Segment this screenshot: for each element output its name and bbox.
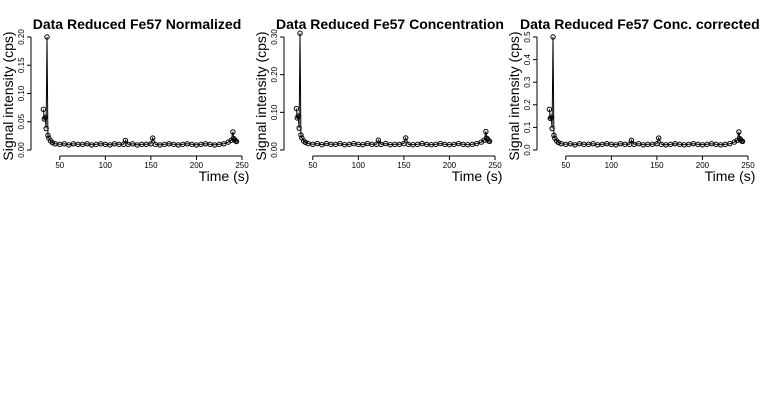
x-tick-label: 50 (55, 161, 64, 170)
chart-3-ylabel: Signal intensity (cps) (506, 31, 522, 160)
chart-1-plot-area: 50 100 150 200 250 0.00 0.05 0.10 0.15 0.20 (17, 29, 249, 170)
chart-2-xlabel: Time (s) (452, 168, 503, 184)
data-point (656, 135, 662, 141)
data-point (302, 139, 309, 146)
y-tick-label: 0.30 (270, 29, 279, 45)
y-tick-label: 0.2 (523, 99, 532, 111)
data-point (628, 137, 635, 143)
y-tick-label: 0.00 (270, 142, 279, 158)
x-tick-label: 200 (190, 161, 204, 170)
data-point (233, 138, 240, 145)
x-tick-label: 150 (144, 161, 158, 170)
x-tick-label: 100 (605, 161, 619, 170)
data-point (49, 139, 56, 146)
data-point (293, 105, 300, 112)
data-point (150, 135, 156, 141)
data-point (486, 138, 493, 145)
y-tick-label: 0.05 (17, 113, 26, 129)
x-tick-label: 50 (561, 161, 570, 170)
chart-1-xlabel: Time (s) (199, 168, 250, 184)
chart-2-ylabel: Signal intensity (cps) (253, 31, 269, 160)
data-point (40, 106, 47, 113)
data-point (221, 141, 227, 147)
chart-1-ylabel: Signal intensity (cps) (0, 31, 16, 160)
y-tick-label: 0.3 (523, 76, 532, 88)
x-tick-label: 100 (99, 161, 113, 170)
y-tick-label: 0.4 (523, 53, 532, 65)
y-tick-label: 0.20 (17, 29, 26, 45)
data-point (739, 138, 746, 145)
chart-panel-1: Data Reduced Fe57 Normalized Time (s) Si… (0, 16, 249, 184)
data-point (549, 125, 555, 132)
data-point (727, 140, 733, 147)
chart-3-title: Data Reduced Fe57 Conc. corrected (520, 16, 760, 32)
data-point (295, 113, 301, 119)
chart-panel-3: Data Reduced Fe57 Conc. corrected Time (… (506, 16, 760, 184)
y-tick-label: 0.00 (17, 142, 26, 158)
data-point (546, 106, 553, 113)
data-point (375, 137, 382, 143)
y-tick-label: 0.1 (523, 121, 532, 133)
data-point (483, 128, 489, 135)
data-point (298, 132, 304, 138)
x-tick-label: 50 (308, 161, 317, 170)
chart-3-xlabel: Time (s) (705, 168, 756, 184)
data-point (548, 114, 554, 120)
data-point (296, 125, 302, 131)
data-point (403, 135, 409, 141)
chart-panel-2: Data Reduced Fe57 Concentration Time (s)… (253, 16, 504, 184)
x-tick-label: 150 (397, 161, 411, 170)
x-tick-label: 250 (235, 161, 249, 170)
data-point (44, 34, 50, 40)
x-tick-label: 100 (352, 161, 366, 170)
data-point (43, 125, 49, 132)
data-point (550, 34, 556, 40)
x-tick-label: 200 (696, 161, 710, 170)
data-point (42, 114, 48, 120)
y-tick-label: 0.5 (523, 31, 532, 43)
data-point (45, 132, 51, 139)
x-tick-label: 200 (443, 161, 457, 170)
y-tick-label: 0.0 (523, 144, 532, 156)
y-tick-label: 0.10 (17, 85, 26, 101)
data-point (474, 140, 480, 147)
y-tick-label: 0.15 (17, 57, 26, 73)
data-point (551, 132, 557, 139)
data-point (297, 30, 303, 36)
chart-2-plot-area: 50 100 150 200 250 0.00 0.10 0.20 0.30 (270, 29, 502, 170)
series-line (42, 36, 237, 146)
y-tick-label: 0.10 (270, 104, 279, 120)
chart-1-title: Data Reduced Fe57 Normalized (33, 16, 242, 32)
chart-2-title: Data Reduced Fe57 Concentration (276, 16, 504, 32)
y-tick-label: 0.20 (270, 66, 279, 82)
series-line (548, 36, 743, 146)
data-point (736, 129, 742, 135)
data-point (230, 129, 236, 135)
x-tick-label: 250 (741, 161, 755, 170)
x-tick-label: 150 (650, 161, 664, 170)
series-line (295, 33, 490, 146)
data-point (547, 115, 553, 122)
chart-3-plot-area: 50 100 150 200 250 0.0 0.1 0.2 0.3 0.4 0.5 (523, 31, 755, 170)
x-tick-label: 250 (488, 161, 502, 170)
data-point (555, 139, 562, 146)
data-point (122, 137, 129, 144)
